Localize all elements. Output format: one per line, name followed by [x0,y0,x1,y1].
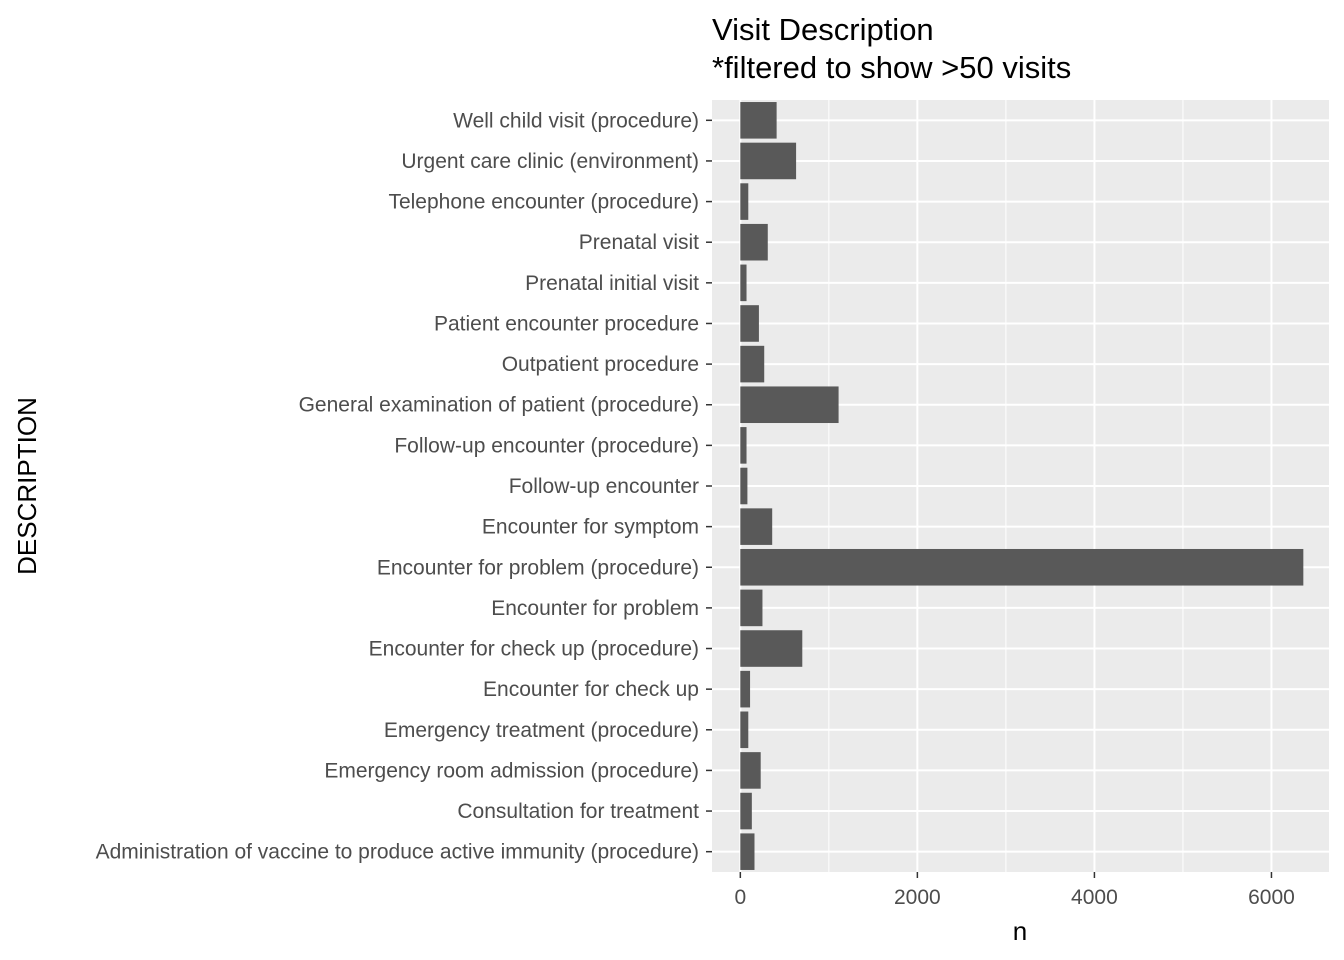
y-tick-label: Encounter for problem [491,597,699,620]
y-tick-label: Prenatal initial visit [525,272,699,295]
x-tick-label: 4000 [1071,886,1118,909]
y-tick-label: Urgent care clinic (environment) [401,150,699,173]
bars-group [740,102,1304,870]
bar [740,142,797,180]
chart-title: Visit Description [712,12,934,47]
bar [740,102,777,139]
y-tick-label: Encounter for problem (procedure) [377,556,699,579]
bar [740,183,749,220]
bar [740,467,748,505]
bar [740,264,747,302]
bar [740,670,751,708]
bar [740,223,768,261]
y-tick-label: Follow-up encounter (procedure) [394,434,699,457]
y-tick-label: Encounter for check up (procedure) [369,638,699,661]
x-tick-label: 6000 [1248,886,1295,909]
x-tick-label: 0 [734,886,746,909]
y-tick-label: Emergency treatment (procedure) [384,719,699,742]
bar [740,630,803,667]
bar [740,711,749,749]
bar [740,548,1304,586]
chart-subtitle: *filtered to show >50 visits [712,50,1071,85]
y-tick-label: Prenatal visit [579,231,699,254]
bar [740,792,752,830]
bar [740,508,773,545]
y-tick-label: Telephone encounter (procedure) [388,191,699,214]
x-axis-title: n [1013,916,1027,946]
bar [740,752,761,789]
bar [740,427,747,464]
y-tick-label: Consultation for treatment [457,800,699,823]
bar [740,305,759,342]
y-axis-title: DESCRIPTION [12,397,42,575]
y-tick-label: Encounter for check up [483,678,699,701]
y-tick-label: Administration of vaccine to produce act… [96,841,699,864]
y-tick-label: Patient encounter procedure [434,312,699,335]
y-tick-label: Outpatient procedure [502,353,699,376]
y-tick-label: Well child visit (procedure) [453,109,699,132]
bar [740,345,765,383]
y-tick-label: Follow-up encounter [509,475,699,498]
y-tick-label: General examination of patient (procedur… [299,394,699,417]
x-tick-label: 2000 [894,886,941,909]
x-axis: 0 2000 4000 6000 [734,872,1295,909]
bar [740,589,763,627]
y-tick-label: Emergency room admission (procedure) [324,759,699,782]
y-axis: Well child visit (procedure) Urgent care … [96,109,712,864]
bar [740,833,755,870]
bar [740,386,839,424]
y-tick-label: Encounter for symptom [482,516,699,539]
